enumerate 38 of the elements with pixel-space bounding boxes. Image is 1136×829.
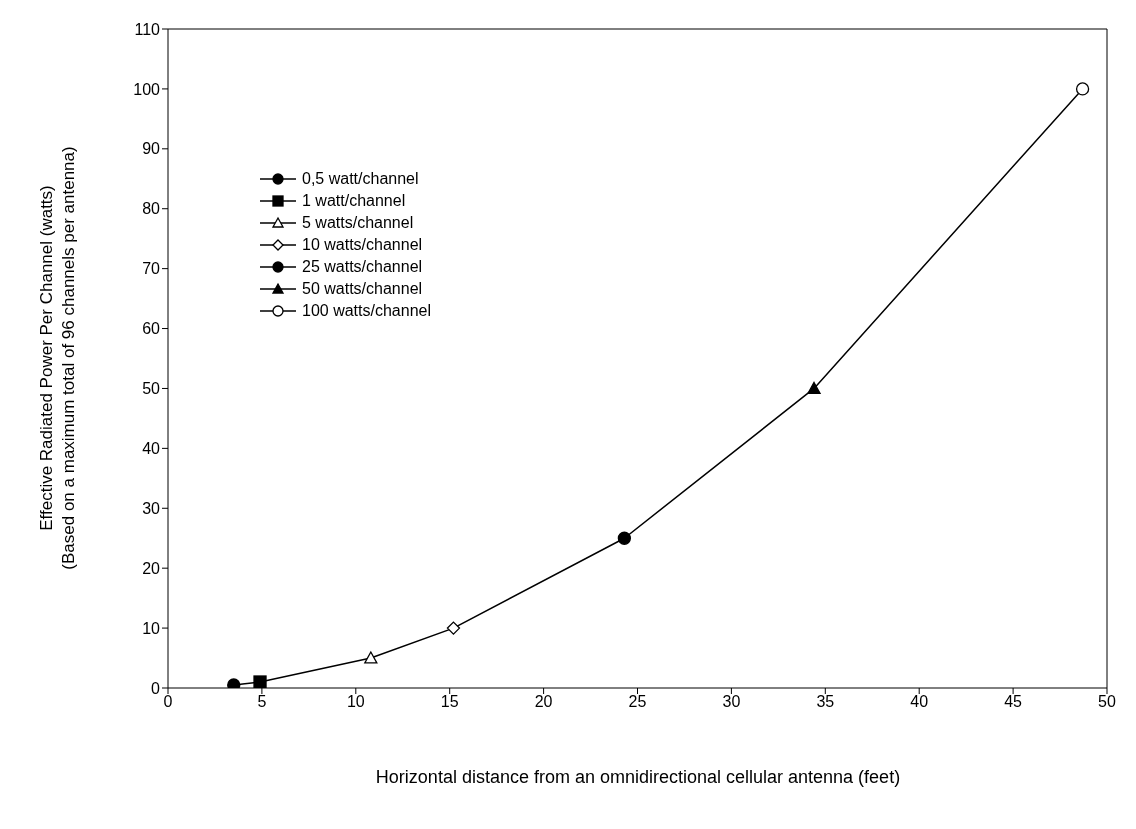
x-tick-label: 30 (722, 693, 741, 711)
x-tick-label: 15 (440, 693, 459, 711)
legend-label: 5 watts/channel (302, 214, 414, 232)
y-tick-label: 40 (142, 440, 161, 458)
x-tick-label: 10 (346, 693, 365, 711)
point (253, 675, 267, 688)
x-tick-label: 45 (1004, 693, 1023, 711)
legend-label: 100 watts/channel (302, 302, 431, 320)
y-axis-title: Effective Radiated Power Per Channel (watts) (Based on a maximum total of 96 channels per antenna) (36, 146, 79, 570)
y-tick-label: 50 (142, 380, 161, 398)
y-tick-label: 70 (142, 260, 161, 278)
legend-label: 0,5 watt/channel (302, 170, 419, 188)
y-tick-label: 110 (134, 20, 161, 38)
legend-label: 10 watts/channel (302, 236, 423, 254)
y-tick-label: 60 (142, 320, 161, 338)
y-tick-label: 100 (133, 80, 161, 98)
point (1075, 82, 1090, 96)
y-tick-label: 30 (142, 499, 161, 517)
legend-label: 25 watts/channel (302, 258, 423, 276)
point (617, 531, 631, 545)
y-tick-label: 0 (151, 679, 161, 697)
x-tick-label: 40 (910, 693, 929, 711)
point (446, 621, 461, 635)
y-tick-label: 90 (142, 140, 161, 158)
point (807, 381, 821, 394)
x-tick-label: 50 (1098, 693, 1116, 711)
x-tick-label: 20 (534, 693, 553, 711)
point (364, 651, 378, 664)
legend-label: 1 watt/channel (302, 192, 406, 210)
y-tick-label: 10 (142, 619, 161, 637)
x-tick-label: 35 (816, 693, 835, 711)
x-axis-title: Horizontal distance from an omnidirectional cellular antenna (feet) (374, 767, 902, 788)
y-tick-label: 80 (142, 200, 161, 218)
y-tick-label: 20 (142, 559, 161, 577)
x-tick-label: 25 (628, 693, 647, 711)
legend-label: 50 watts/channel (302, 280, 423, 298)
x-tick-label: 5 (257, 693, 267, 711)
x-tick-label: 0 (163, 693, 173, 711)
